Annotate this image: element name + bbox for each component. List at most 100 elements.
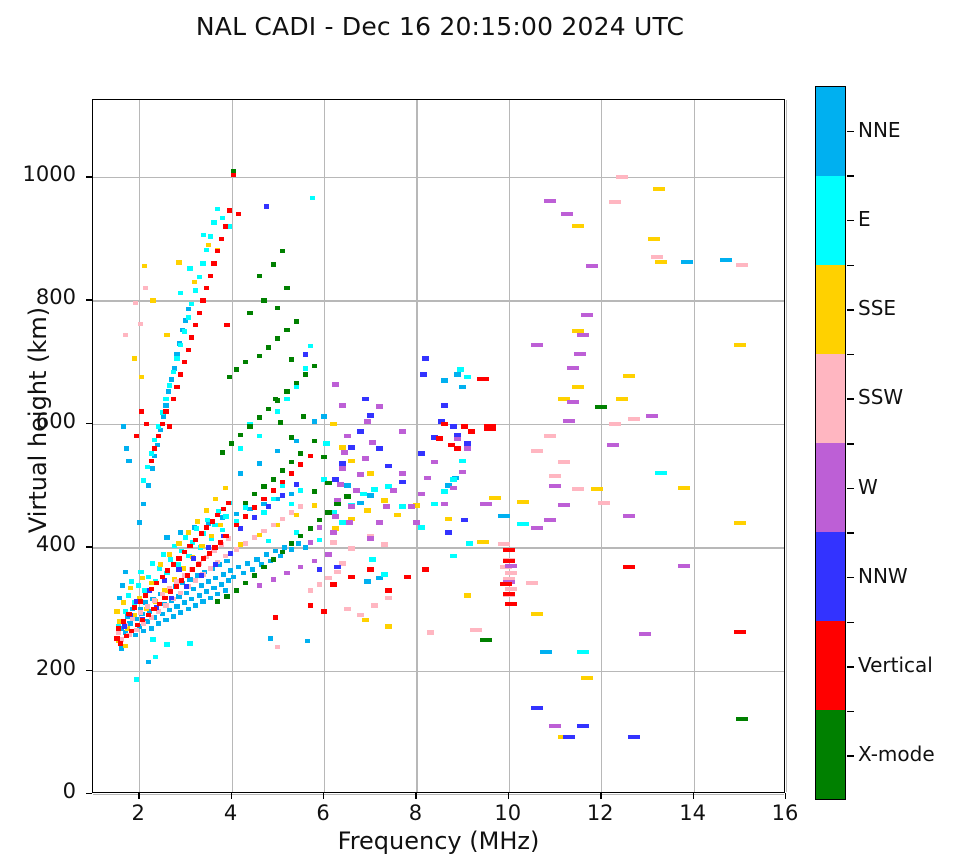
scatter-point — [164, 570, 170, 576]
scatter-point — [207, 234, 213, 239]
scatter-point — [205, 521, 212, 527]
scatter-point — [463, 593, 471, 598]
scatter-point — [120, 424, 127, 429]
grid-lines — [93, 100, 788, 796]
scatter-point — [293, 438, 299, 444]
scatter-point — [399, 479, 407, 485]
scatter-point — [539, 650, 552, 655]
scatter-point — [119, 583, 126, 588]
scatter-point — [200, 298, 206, 303]
scatter-point — [235, 564, 242, 570]
scatter-point — [148, 580, 154, 586]
scatter-point — [165, 588, 171, 593]
colorbar-segment-sse — [816, 265, 845, 354]
scatter-point — [293, 530, 299, 535]
scatter-point — [176, 594, 182, 599]
scatter-point — [170, 396, 176, 402]
scatter-point — [329, 421, 337, 427]
scatter-point — [119, 646, 125, 651]
scatter-point — [242, 359, 249, 365]
scatter-point — [375, 446, 383, 451]
scatter-point — [114, 609, 120, 614]
scatter-point — [343, 433, 351, 439]
y-axis-label: Virtual height (km) — [24, 306, 52, 534]
scatter-point — [438, 419, 446, 424]
scatter-point — [222, 485, 228, 491]
scatter-point — [174, 384, 180, 390]
scatter-point — [216, 509, 222, 514]
scatter-point — [218, 581, 225, 587]
scatter-point — [440, 501, 448, 507]
scatter-point — [321, 454, 327, 460]
scatter-point — [128, 585, 134, 591]
scatter-point — [502, 558, 515, 563]
scatter-point — [149, 465, 155, 471]
scatter-point — [122, 643, 128, 649]
scatter-point — [204, 247, 210, 253]
scatter-point — [585, 263, 598, 268]
scatter-point — [595, 404, 608, 409]
scatter-point — [143, 600, 149, 606]
scatter-point — [622, 514, 635, 519]
x-axis-tick — [785, 793, 787, 799]
scatter-point — [357, 612, 365, 618]
scatter-point — [719, 257, 732, 262]
scatter-point — [332, 514, 340, 519]
gridline-vertical — [324, 100, 326, 792]
scatter-point — [366, 567, 374, 572]
scatter-point — [215, 512, 221, 518]
scatter-point — [213, 575, 219, 581]
scatter-point — [316, 537, 322, 543]
scatter-point — [298, 504, 304, 509]
colorbar-segment-nne — [816, 87, 845, 176]
scatter-point — [136, 520, 142, 525]
scatter-point — [456, 367, 464, 372]
gridline-vertical — [231, 100, 233, 792]
scatter-point — [152, 597, 158, 603]
scatter-point — [143, 593, 149, 598]
scatter-point — [122, 332, 128, 338]
scatter-point — [233, 522, 239, 528]
scatter-point — [171, 577, 177, 582]
scatter-point — [500, 582, 513, 587]
scatter-point — [211, 548, 217, 554]
scatter-point — [615, 397, 628, 402]
scatter-point — [307, 453, 313, 459]
scatter-point — [198, 531, 204, 536]
scatter-point — [366, 412, 374, 418]
scatter-point — [170, 614, 176, 619]
scatter-point — [171, 366, 177, 371]
scatter-point — [133, 627, 139, 633]
scatter-point — [366, 493, 374, 498]
colorbar-tick — [847, 219, 854, 222]
scatter-point — [289, 501, 295, 507]
scatter-point — [215, 206, 221, 212]
scatter-point — [305, 638, 311, 644]
gridline-vertical — [693, 100, 695, 792]
scatter-point — [426, 630, 434, 635]
scatter-point — [307, 602, 313, 608]
scatter-point — [289, 470, 295, 476]
scatter-point — [312, 419, 318, 424]
scatter-point — [220, 572, 226, 577]
scatter-point — [150, 298, 156, 303]
scatter-point — [187, 543, 193, 549]
scatter-point — [332, 526, 340, 532]
scatter-point — [228, 568, 234, 573]
scatter-point — [576, 650, 589, 655]
scatter-point — [336, 482, 344, 487]
scatter-point — [385, 623, 393, 629]
scatter-point — [142, 588, 148, 593]
scatter-point — [558, 397, 571, 402]
scatter-point — [213, 496, 219, 502]
x-axis-tick-label: 2 — [131, 801, 145, 825]
scatter-point — [419, 372, 427, 377]
scatter-point — [265, 406, 272, 412]
scatter-point — [375, 404, 383, 409]
scatter-point — [364, 579, 372, 585]
scatter-point — [581, 676, 594, 681]
scatter-point — [343, 483, 351, 488]
scatter-point — [170, 369, 176, 375]
scatter-point — [343, 606, 351, 612]
